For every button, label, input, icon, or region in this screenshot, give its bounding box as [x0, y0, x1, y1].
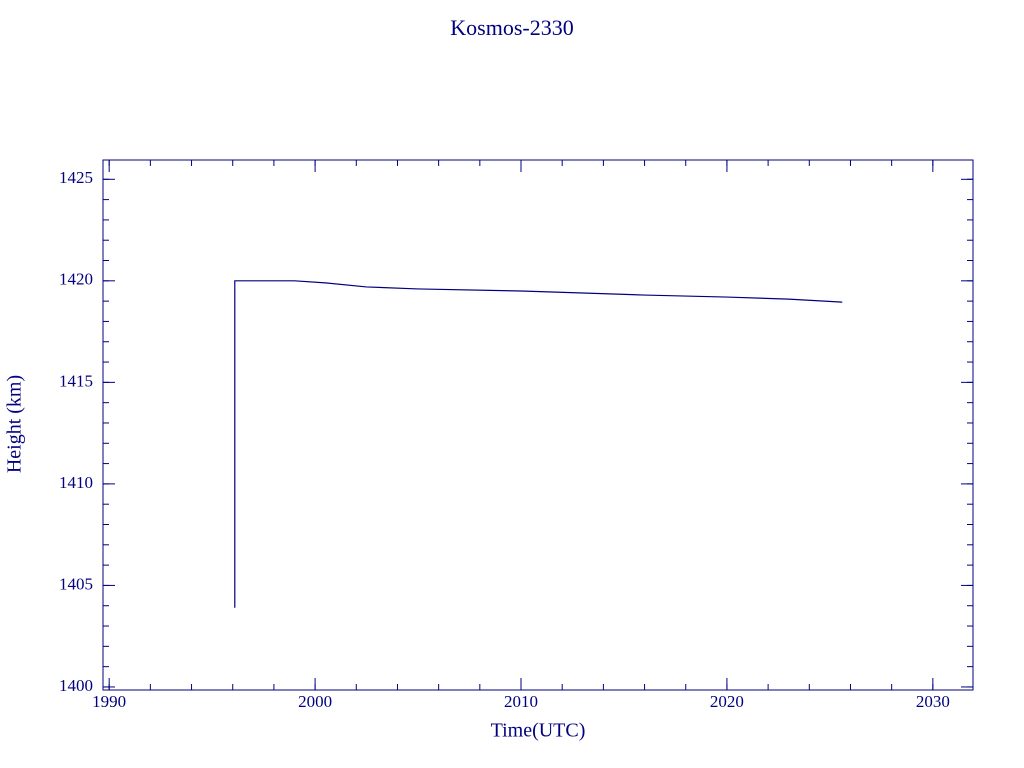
chart-title: Kosmos-2330 — [450, 15, 573, 40]
y-tick-label: 1400 — [59, 676, 93, 695]
x-axis-label: Time(UTC) — [491, 720, 586, 742]
x-tick-label: 2000 — [298, 692, 332, 711]
data-line — [234, 280, 843, 608]
plot-frame — [102, 159, 974, 691]
x-tick-label: 2020 — [710, 692, 744, 711]
x-tick-label: 2030 — [916, 692, 950, 711]
x-tick-label: 2010 — [504, 692, 538, 711]
y-tick-label: 1425 — [59, 168, 93, 187]
y-tick-label: 1415 — [59, 371, 93, 390]
y-tick-label: 1420 — [59, 270, 93, 289]
y-tick-label: 1405 — [59, 574, 93, 593]
y-axis-label: Height (km) — [4, 375, 26, 473]
x-tick-label: 1990 — [92, 692, 126, 711]
y-tick-label: 1410 — [59, 473, 93, 492]
